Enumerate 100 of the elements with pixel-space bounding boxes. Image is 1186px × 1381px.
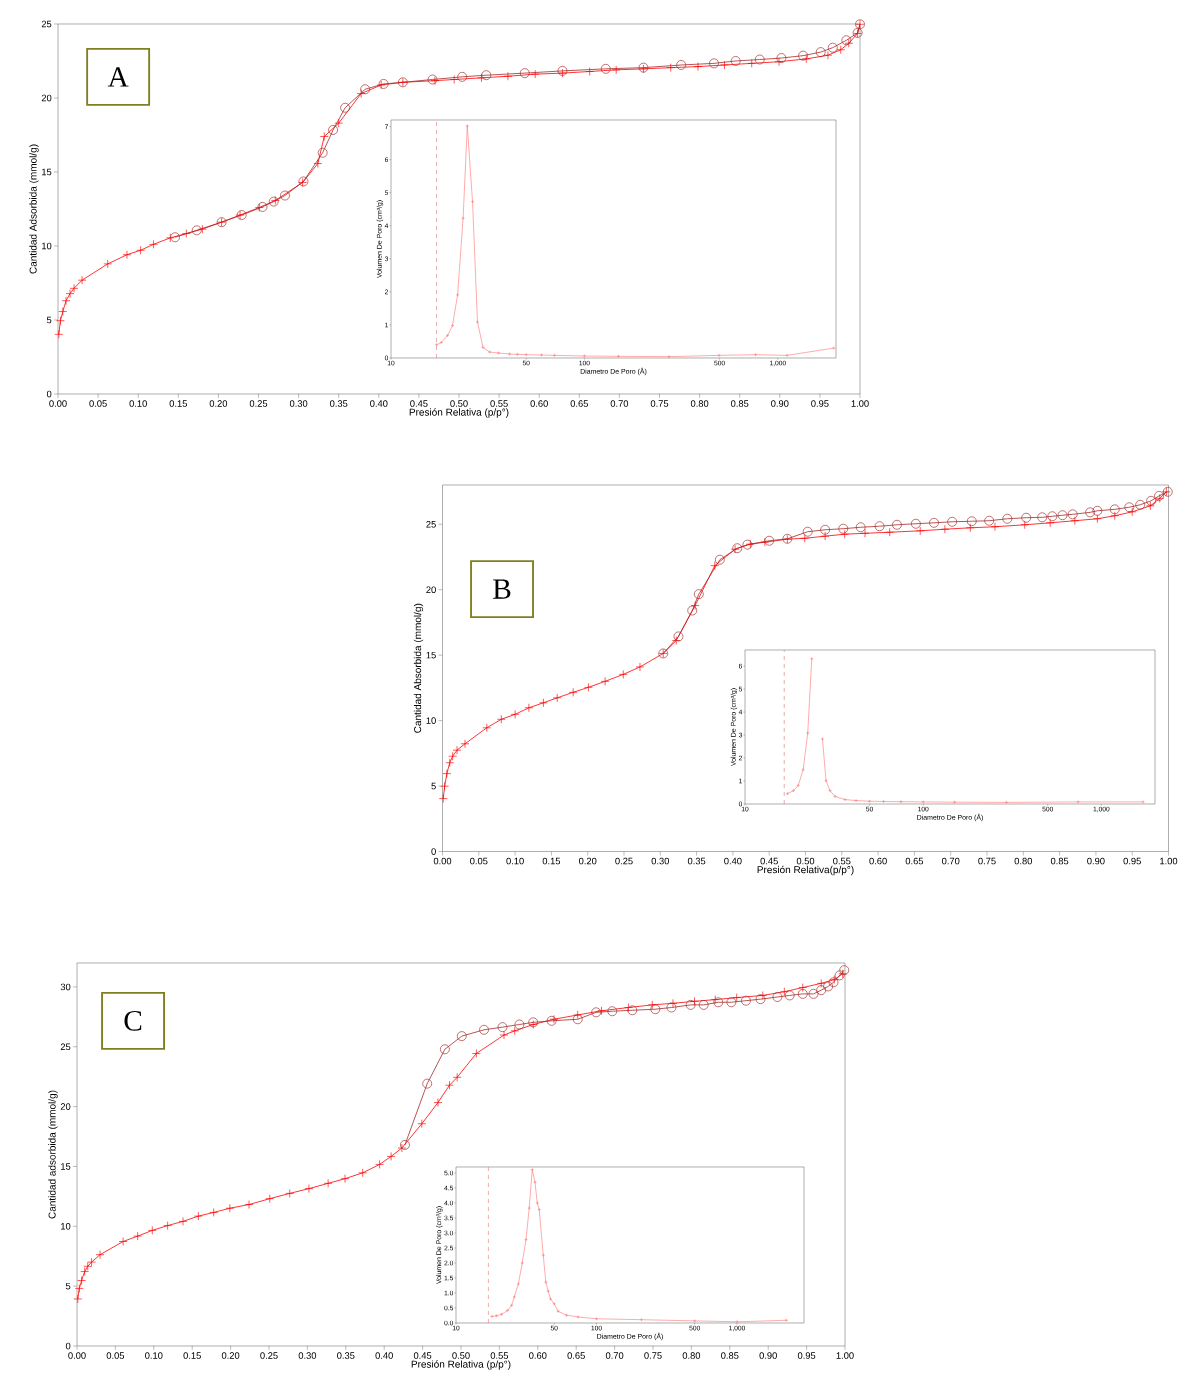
point: [666, 1002, 677, 1013]
point: [929, 517, 939, 528]
x-tick-label: 0.75: [650, 400, 669, 407]
x-tick-label: 0.40: [370, 400, 388, 407]
point: [801, 54, 811, 64]
point: [647, 1000, 657, 1010]
x-tick-label: 0.95: [1123, 857, 1141, 865]
y-tick-label: 0: [46, 390, 52, 398]
point: [69, 283, 79, 293]
y-tick-label: 25: [41, 20, 52, 28]
point: [77, 1276, 86, 1285]
x-tick-label: 0.60: [529, 1352, 547, 1359]
point: [319, 132, 329, 141]
y-tick-label: 20: [60, 1103, 71, 1110]
point: [225, 1203, 235, 1213]
point: [966, 516, 977, 527]
point: [834, 970, 845, 981]
point: [690, 601, 700, 610]
point: [496, 714, 506, 724]
x-tick-label: 0.75: [644, 1352, 662, 1359]
x-tick-label: 0.80: [1014, 857, 1033, 865]
point: [855, 522, 866, 533]
point: [524, 703, 534, 713]
point: [730, 56, 741, 66]
point: [340, 102, 350, 113]
point: [285, 1189, 295, 1198]
point: [709, 58, 719, 69]
point: [103, 259, 113, 269]
point: [685, 1000, 696, 1010]
point: [181, 229, 191, 238]
point: [503, 71, 513, 81]
x-tick-label: 0.85: [730, 400, 749, 407]
point: [280, 190, 290, 201]
x-tick-label: 1.00: [1160, 857, 1178, 865]
point: [452, 745, 462, 755]
x-tick-label: 0.10: [129, 400, 147, 407]
point: [779, 987, 789, 997]
y-tick-label: 0: [431, 848, 436, 855]
x-tick-label: 0.45: [760, 857, 778, 865]
point: [209, 1208, 219, 1217]
point: [798, 983, 808, 992]
point: [133, 1231, 143, 1241]
point: [257, 202, 268, 212]
point: [87, 1257, 96, 1267]
point: [56, 316, 65, 326]
x-tick-label: 0.50: [452, 1352, 470, 1359]
point: [885, 527, 895, 537]
x-tick-label: 0.45: [413, 1352, 432, 1359]
point: [572, 1014, 583, 1025]
point: [611, 65, 621, 75]
point: [713, 997, 724, 1008]
point: [448, 751, 458, 761]
x-tick-label: 0.35: [687, 857, 706, 865]
point: [1020, 520, 1030, 530]
point: [170, 232, 180, 243]
x-tick-label: 1.00: [836, 1352, 854, 1359]
point: [874, 521, 885, 532]
point: [823, 981, 833, 992]
point: [499, 1030, 509, 1040]
point: [720, 60, 729, 70]
x-tick-label: 0.60: [530, 400, 548, 407]
point: [698, 1000, 709, 1010]
point: [1146, 501, 1155, 511]
point: [597, 1006, 606, 1016]
point: [710, 995, 720, 1004]
point: [627, 1005, 638, 1016]
y-tick-label: 25: [60, 1043, 71, 1051]
point: [1045, 518, 1055, 528]
x-tick-label: 0.10: [506, 857, 524, 865]
point: [910, 518, 921, 529]
point: [827, 42, 838, 53]
point: [1109, 504, 1120, 515]
point: [77, 275, 87, 285]
point: [772, 992, 783, 1002]
point: [510, 709, 520, 719]
point: [65, 289, 75, 298]
y-axis-title: Cantidad Absorbida (mmol/g): [413, 603, 424, 733]
x-tick-label: 0.05: [470, 857, 488, 865]
point: [165, 233, 175, 243]
point: [163, 1221, 172, 1230]
x-tick-label: 0.00: [68, 1352, 86, 1359]
x-tick-label: 0.85: [1050, 857, 1069, 865]
x-tick-label: 0.35: [329, 400, 348, 407]
point: [445, 758, 455, 768]
point: [514, 1019, 525, 1030]
point: [482, 723, 492, 733]
point: [457, 71, 468, 82]
point: [74, 1284, 84, 1293]
x-tick-label: 0.05: [106, 1352, 125, 1359]
point: [304, 1184, 314, 1193]
point: [600, 676, 610, 686]
x-tick-label: 0.55: [490, 1352, 509, 1359]
x-tick-label: 0.25: [615, 857, 633, 865]
point: [823, 50, 833, 60]
point: [313, 159, 323, 168]
point: [510, 1026, 520, 1036]
point: [191, 225, 202, 236]
point: [1146, 495, 1156, 506]
y-tick-label: 10: [61, 1223, 71, 1230]
y-tick-label: 10: [426, 717, 436, 724]
